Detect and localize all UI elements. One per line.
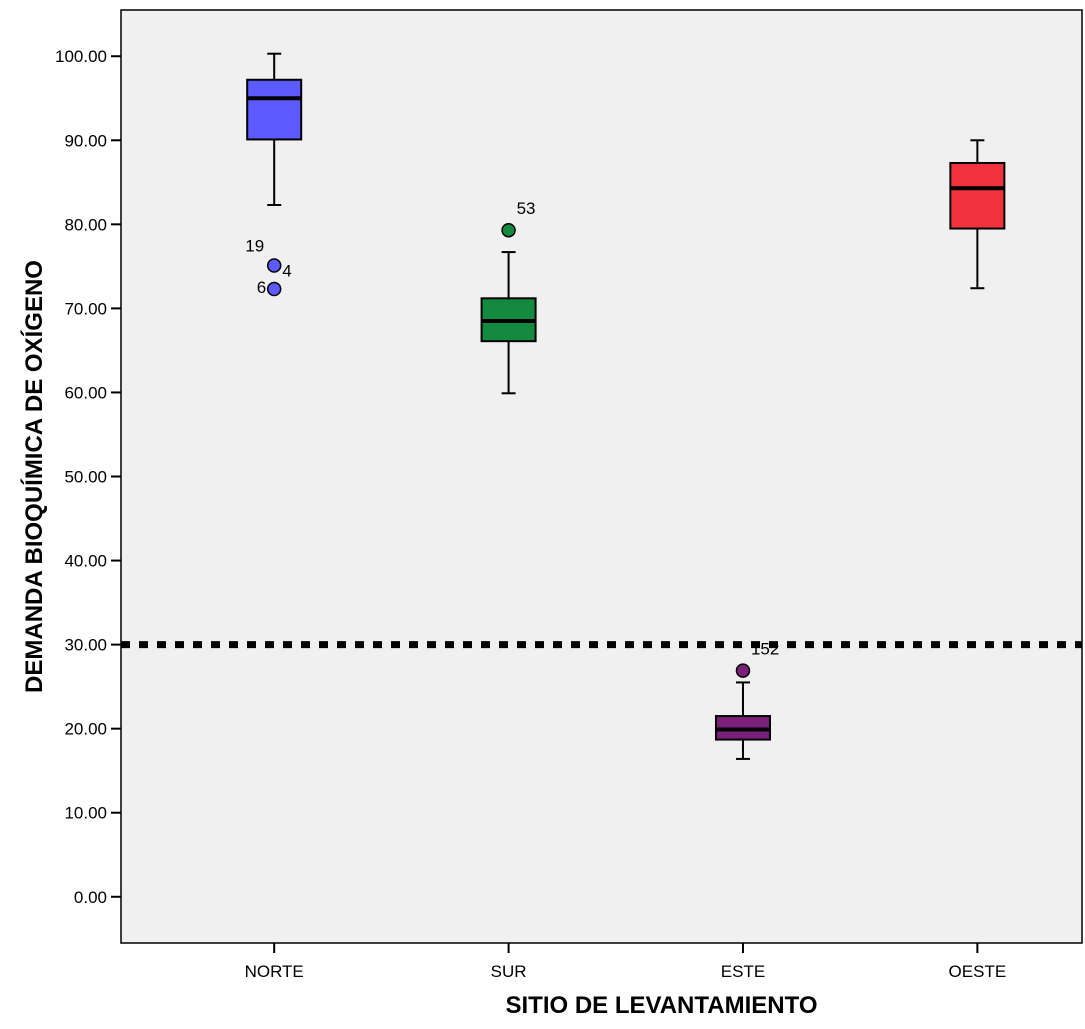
box-sur: 53 bbox=[480, 199, 537, 395]
outlier-label: 6 bbox=[257, 278, 266, 297]
y-tick-label: 50.00 bbox=[64, 468, 107, 487]
y-tick-label: 0.00 bbox=[74, 888, 107, 907]
outlier-point bbox=[266, 258, 282, 273]
y-tick-label: 60.00 bbox=[64, 383, 107, 402]
outlier-label: 152 bbox=[751, 640, 779, 659]
outlier-point bbox=[266, 281, 282, 297]
x-tick-label: NORTE bbox=[245, 962, 304, 981]
y-tick-label: 30.00 bbox=[64, 636, 107, 655]
y-tick-label: 10.00 bbox=[64, 804, 107, 823]
y-tick-label: 100.00 bbox=[55, 47, 107, 66]
plot-area bbox=[120, 9, 1083, 944]
outlier-label: 53 bbox=[517, 199, 536, 218]
y-axis-title: DEMANDA BIOQUÍMICA DE OXÍGENO bbox=[20, 260, 48, 693]
outlier-point bbox=[501, 222, 516, 238]
y-tick-label: 80.00 bbox=[64, 215, 107, 234]
y-tick-label: 90.00 bbox=[64, 131, 107, 150]
box-oeste bbox=[949, 139, 1006, 290]
box-body bbox=[949, 161, 1006, 230]
outlier-point bbox=[735, 663, 751, 678]
x-tick-label: ESTE bbox=[721, 962, 765, 981]
x-tick-label: OESTE bbox=[949, 962, 1007, 981]
x-tick-label: SUR bbox=[491, 962, 527, 981]
outlier-label: 4 bbox=[282, 262, 291, 281]
outlier-label: 19 bbox=[245, 237, 264, 256]
box-body bbox=[246, 78, 303, 141]
y-tick-label: 20.00 bbox=[64, 720, 107, 739]
y-tick-label: 40.00 bbox=[64, 552, 107, 571]
box-este: 152 bbox=[714, 640, 779, 760]
y-tick-label: 70.00 bbox=[64, 299, 107, 318]
x-axis-title: SITIO DE LEVANTAMIENTO bbox=[505, 992, 817, 1019]
